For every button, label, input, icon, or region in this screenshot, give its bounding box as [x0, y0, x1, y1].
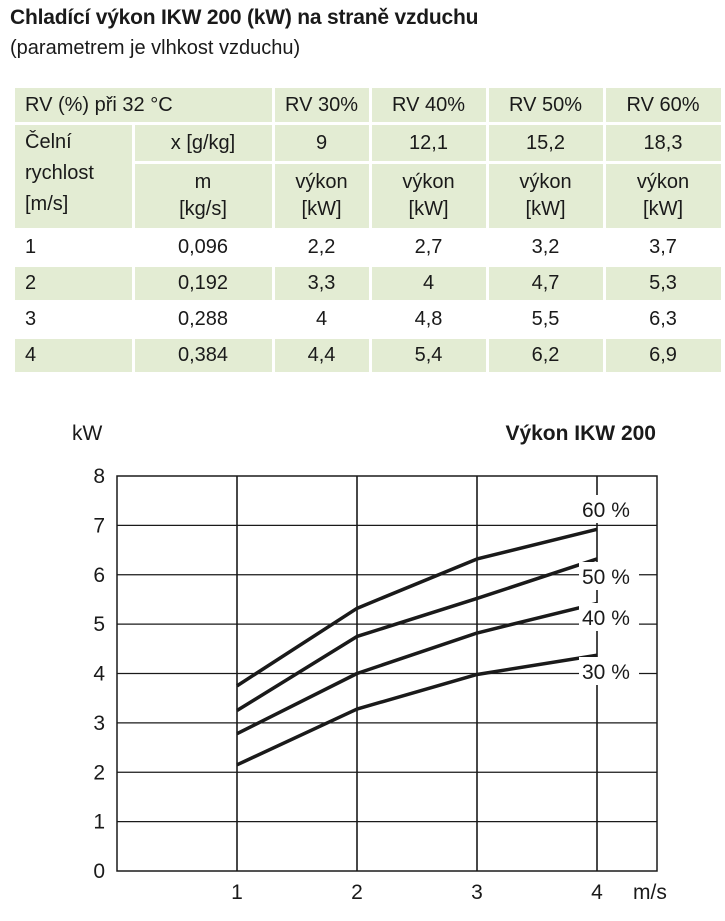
power-cell: 2,2	[273, 229, 372, 267]
power-unit-cell: výkon [kW]	[604, 162, 724, 231]
page-subtitle: (parametrem je vlhkost vzduchu)	[10, 37, 301, 59]
table-x-row: Čelní rychlost [m/s] x [g/kg] 9 12,1 15,…	[15, 123, 724, 231]
y-tick-label: 0	[93, 860, 105, 883]
chart-lines	[236, 527, 598, 767]
rv-column-header: RV 50%	[487, 88, 606, 125]
y-tick-label: 2	[93, 761, 105, 784]
power-cell: 4,8	[370, 301, 489, 339]
rv-column-header: RV 30%	[273, 88, 372, 125]
y-tick-label: 6	[93, 564, 105, 587]
series-label: 60 %	[582, 499, 630, 522]
y-tick-label: 5	[93, 613, 105, 636]
power-label-line: [kW]	[408, 198, 449, 220]
table-row: 3 0,288 4 4,8 5,5 6,3	[15, 301, 724, 339]
m-cell: 0,384	[133, 337, 275, 375]
power-unit-cell: výkon [kW]	[370, 162, 489, 231]
table-row: 4 0,384 4,4 5,4 6,2 6,9	[15, 337, 724, 375]
power-cell: 4	[370, 265, 489, 303]
x-tick-label: 1	[231, 881, 243, 904]
speed-label-line: [m/s]	[25, 193, 69, 215]
x-tick-label: 3	[471, 881, 483, 904]
power-cell: 4,7	[487, 265, 606, 303]
m-cell: 0,192	[133, 265, 275, 303]
speed-cell: 3	[15, 301, 135, 339]
y-axis-label: kW	[72, 422, 103, 445]
power-label-line: výkon	[402, 171, 455, 193]
x-tick-label: 2	[351, 881, 363, 904]
speed-cell: 1	[15, 229, 135, 267]
power-cell: 6,9	[604, 337, 724, 375]
speed-label-line: rychlost	[25, 162, 94, 184]
m-cell: 0,288	[133, 301, 275, 339]
x-tick-label: 4	[591, 881, 603, 904]
y-tick-label: 7	[93, 514, 105, 537]
x-axis-label: m/s	[633, 881, 667, 904]
power-label-line: výkon	[295, 171, 348, 193]
speed-cell: 2	[15, 265, 135, 303]
y-tick-label: 1	[93, 811, 105, 834]
power-cell: 6,2	[487, 337, 606, 375]
page-title: Chladící výkon IKW 200 (kW) na straně vz…	[10, 6, 479, 29]
power-label-line: [kW]	[301, 198, 342, 220]
y-tick-label: 3	[93, 712, 105, 735]
m-label-line: m	[194, 171, 212, 193]
series-label: 40 %	[582, 607, 630, 630]
power-cell: 5,4	[370, 337, 489, 375]
series-label: 50 %	[582, 566, 630, 589]
power-cell: 4	[273, 301, 372, 339]
speed-cell: 4	[15, 337, 135, 375]
m-label-cell: m [kg/s]	[133, 162, 275, 231]
table-row: 2 0,192 3,3 4 4,7 5,3	[15, 265, 724, 303]
power-cell: 6,3	[604, 301, 724, 339]
x-label: x [g/kg]	[133, 123, 275, 164]
cooling-power-table: RV (%) při 32 °C RV 30% RV 40% RV 50% RV…	[15, 88, 724, 375]
series-line	[236, 653, 598, 767]
power-label-line: výkon	[636, 171, 690, 193]
power-cell: 3,2	[487, 229, 606, 267]
x-value: 12,1	[370, 123, 489, 164]
plot-frame	[116, 475, 658, 872]
rv-header-label: RV (%) při 32 °C	[15, 88, 275, 125]
power-chart: 0 1 2 3 4 5 6 7 8 1 2 3 4 30 % 40 % 50 % 60 % kW Výkon I…	[72, 422, 667, 904]
power-unit-cell: výkon [kW]	[487, 162, 606, 231]
m-label-line: [kg/s]	[179, 198, 227, 220]
series-label-bg	[579, 495, 639, 523]
series-line	[236, 601, 598, 736]
speed-label-line: Čelní	[25, 131, 72, 153]
series-line	[236, 557, 598, 713]
y-tick-label: 4	[93, 663, 105, 686]
x-value: 18,3	[604, 123, 724, 164]
power-cell: 5,3	[604, 265, 724, 303]
series-label-bg	[579, 603, 639, 631]
y-tick-label: 8	[93, 465, 105, 488]
power-label-line: [kW]	[525, 198, 566, 220]
table-unit-row: m [kg/s] výkon [kW] výkon [kW] výkon [kW…	[15, 162, 724, 231]
power-cell: 3,7	[604, 229, 724, 267]
table-row: 1 0,096 2,2 2,7 3,2 3,7	[15, 229, 724, 267]
x-value: 15,2	[487, 123, 606, 164]
x-value: 9	[273, 123, 372, 164]
series-label-bg	[579, 562, 639, 590]
chart-labels: 0 1 2 3 4 5 6 7 8 1 2 3 4 30 % 40 % 50 % 60 %	[93, 465, 639, 904]
power-cell: 2,7	[370, 229, 489, 267]
series-label: 30 %	[582, 661, 630, 684]
power-cell: 5,5	[487, 301, 606, 339]
power-label-line: [kW]	[643, 198, 684, 220]
power-cell: 3,3	[273, 265, 372, 303]
chart-title: Výkon IKW 200	[505, 422, 656, 445]
series-line	[236, 527, 598, 688]
series-label-bg	[579, 657, 639, 685]
m-cell: 0,096	[133, 229, 275, 267]
rv-column-header: RV 60%	[604, 88, 724, 125]
speed-header-cell: Čelní rychlost [m/s]	[15, 123, 135, 231]
power-label-line: výkon	[519, 171, 572, 193]
rv-column-header: RV 40%	[370, 88, 489, 125]
table-header-row: RV (%) při 32 °C RV 30% RV 40% RV 50% RV…	[15, 88, 724, 125]
power-cell: 4,4	[273, 337, 372, 375]
power-unit-cell: výkon [kW]	[273, 162, 372, 231]
